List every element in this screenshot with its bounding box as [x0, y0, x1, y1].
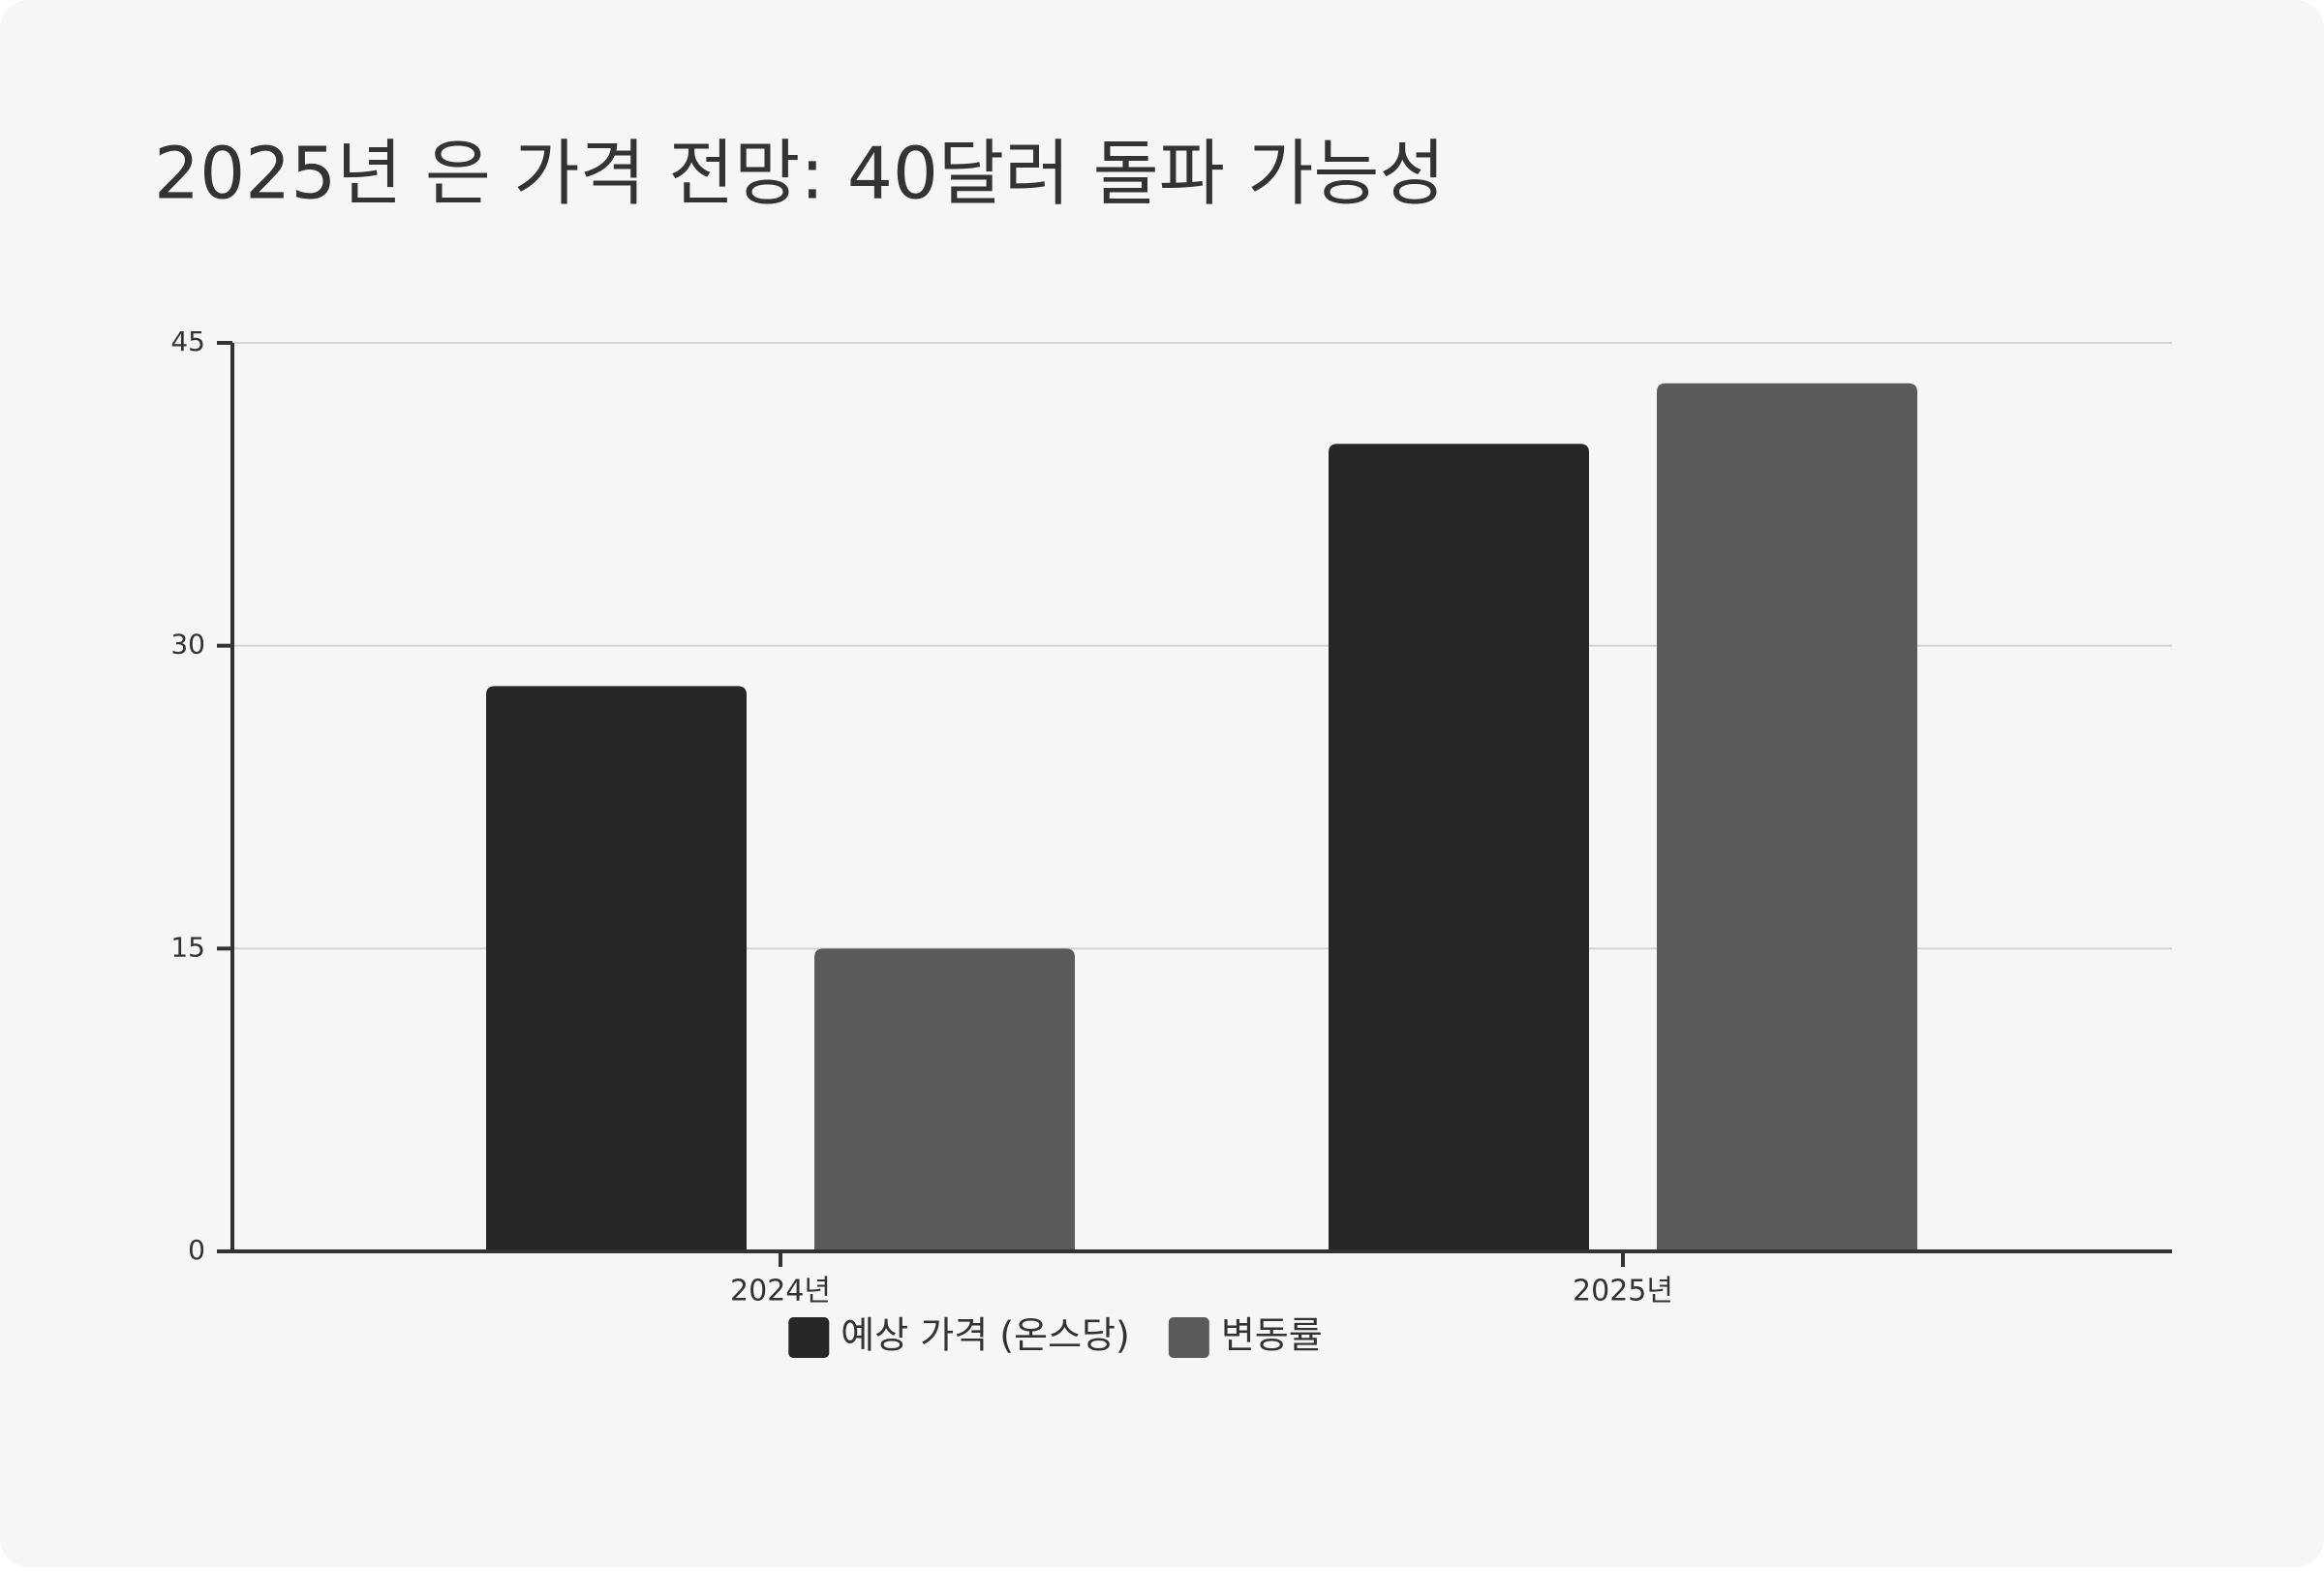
bar — [486, 686, 747, 1251]
y-tick-label: 0 — [188, 1234, 205, 1266]
bar — [1657, 383, 1917, 1251]
bar — [814, 948, 1075, 1251]
legend-swatch — [1168, 1317, 1209, 1358]
legend-swatch — [788, 1317, 830, 1358]
y-tick-label: 30 — [170, 629, 205, 661]
x-tick-label: 2025년 — [1573, 1275, 1673, 1309]
legend-label: 예상 가격 (온스당) — [841, 1314, 1130, 1357]
y-tick-label: 15 — [170, 931, 205, 963]
y-tick-label: 45 — [170, 325, 205, 357]
x-tick-label: 2024년 — [730, 1275, 831, 1309]
bar — [1329, 444, 1589, 1251]
chart-title: 2025년 은 가격 전망: 40달러 돌파 가능성 — [154, 133, 1446, 216]
legend-label: 변동률 — [1221, 1314, 1323, 1357]
